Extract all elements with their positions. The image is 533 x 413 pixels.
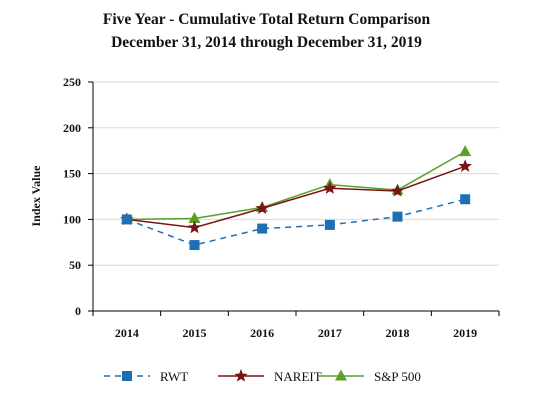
legend-item-s-p-500: S&P 500 (318, 369, 421, 384)
y-axis-label: Index Value (29, 165, 43, 227)
x-tick-label-2016: 2016 (250, 326, 274, 340)
axes: 0 50 100 150 200 250 2014 2015 2016 2017 2018 2019 (63, 75, 500, 340)
series-line-s-p-500 (126, 150, 466, 221)
series-line-nareit (126, 165, 466, 229)
x-tick-label-2015: 2015 (183, 326, 207, 340)
legend-marker-nareit (234, 369, 248, 382)
y-tick-label-250: 250 (63, 75, 81, 89)
y-tick-label-150: 150 (63, 167, 81, 181)
data-point-s-p-500-2015 (188, 211, 201, 223)
y-tick-label-200: 200 (63, 121, 81, 135)
series-line-rwt (126, 198, 466, 246)
x-tick-label-2014: 2014 (115, 326, 139, 340)
legend: RWT NAREIT S&P 500 (104, 369, 421, 384)
y-tick-label-50: 50 (69, 258, 81, 272)
chart-subtitle: December 31, 2014 through December 31, 2… (111, 34, 422, 51)
legend-label-nareit: NAREIT (274, 369, 322, 384)
x-tick-label-2017: 2017 (318, 326, 342, 340)
data-point-rwt-2015 (189, 240, 200, 251)
data-point-nareit-2018 (390, 184, 405, 197)
x-tick-label-2019: 2019 (453, 326, 477, 340)
series-lines (120, 145, 472, 251)
chart-title: Five Year - Cumulative Total Return Comp… (103, 11, 431, 28)
legend-item-rwt: RWT (104, 369, 188, 384)
y-tick-label-100: 100 (63, 212, 81, 226)
legend-marker-rwt (122, 371, 132, 381)
data-point-rwt-2018 (392, 211, 403, 222)
gridlines (93, 81, 499, 266)
legend-label-s-p-500: S&P 500 (374, 369, 421, 384)
legend-label-rwt: RWT (160, 369, 188, 384)
data-point-nareit-2017 (323, 181, 337, 194)
legend-item-nareit: NAREIT (218, 369, 322, 384)
data-point-nareit-2016 (255, 201, 269, 215)
legend-marker-s-p-500 (335, 369, 347, 381)
data-point-rwt-2016 (257, 223, 268, 234)
data-point-rwt-2019 (460, 194, 471, 205)
data-point-rwt-2017 (324, 219, 335, 230)
series-s-p-500 (120, 145, 472, 224)
y-tick-label-0: 0 (75, 304, 81, 318)
series-rwt (121, 194, 471, 251)
data-point-nareit-2019 (458, 159, 472, 172)
data-point-rwt-2014 (121, 214, 132, 225)
data-point-nareit-2015 (187, 220, 202, 234)
x-tick-label-2018: 2018 (386, 326, 410, 340)
data-point-s-p-500-2019 (459, 145, 472, 157)
